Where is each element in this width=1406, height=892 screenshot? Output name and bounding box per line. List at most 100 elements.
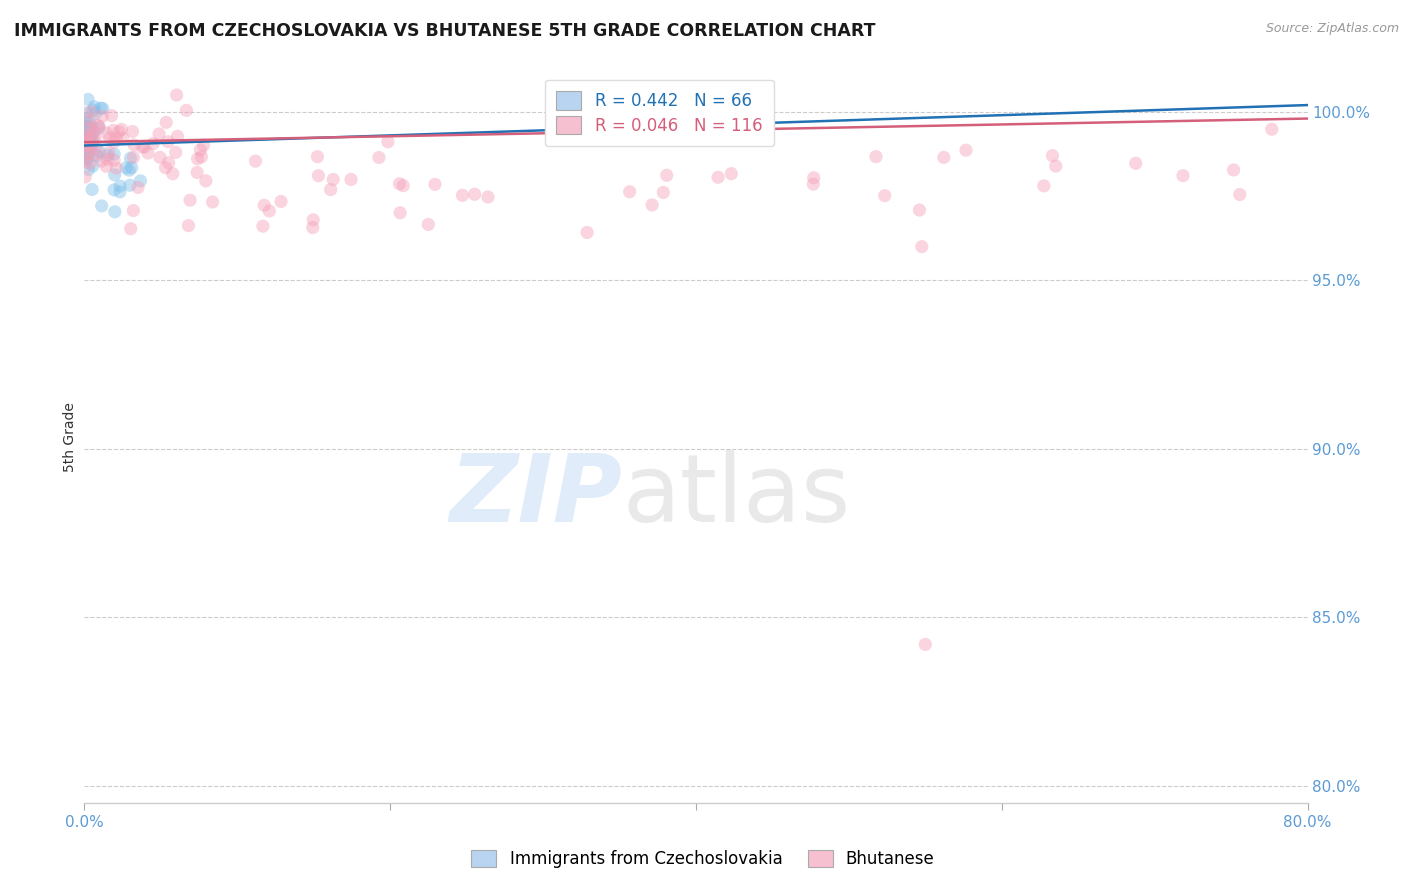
Point	[75, 136, 97, 151]
Point	[84, 147, 107, 161]
Point	[76, 143, 98, 157]
Point	[96, 159, 118, 173]
Point	[149, 150, 172, 164]
Point	[270, 194, 292, 209]
Point	[148, 127, 170, 141]
Point	[177, 219, 200, 233]
Point	[193, 138, 215, 153]
Point	[80, 122, 103, 136]
Point	[803, 170, 825, 185]
Point	[80, 119, 103, 133]
Point	[90, 101, 112, 115]
Point	[157, 135, 180, 149]
Point	[73, 139, 96, 153]
Point	[118, 178, 141, 193]
Point	[576, 226, 599, 240]
Point	[77, 130, 100, 145]
Point	[955, 143, 977, 157]
Point	[129, 174, 152, 188]
Point	[75, 136, 97, 151]
Point	[76, 136, 98, 150]
Point	[108, 179, 131, 194]
Point	[914, 637, 936, 651]
Point	[720, 167, 742, 181]
Point	[75, 119, 97, 133]
Point	[91, 102, 114, 116]
Point	[90, 154, 112, 169]
Point	[76, 130, 98, 145]
Point	[932, 150, 955, 164]
Point	[368, 151, 391, 165]
Point	[155, 161, 177, 175]
Point	[90, 199, 112, 213]
Point	[103, 183, 125, 197]
Point	[77, 133, 100, 147]
Point	[75, 106, 97, 120]
Point	[75, 151, 97, 165]
Point	[82, 135, 104, 149]
Point	[115, 161, 138, 175]
Point	[1229, 187, 1251, 202]
Point	[122, 137, 145, 152]
Point	[451, 188, 474, 202]
Text: atlas: atlas	[623, 450, 851, 541]
Legend: R = 0.442   N = 66, R = 0.046   N = 116: R = 0.442 N = 66, R = 0.046 N = 116	[544, 79, 773, 146]
Point	[1222, 163, 1244, 178]
Point	[87, 145, 110, 159]
Point	[121, 124, 143, 138]
Point	[165, 145, 187, 160]
Point	[190, 143, 212, 157]
Point	[82, 103, 104, 117]
Point	[157, 155, 180, 169]
Point	[477, 190, 499, 204]
Point	[87, 118, 110, 132]
Point	[77, 147, 100, 161]
Point	[73, 128, 96, 142]
Point	[75, 169, 97, 184]
Point	[190, 150, 212, 164]
Point	[120, 151, 142, 165]
Point	[707, 170, 730, 185]
Point	[908, 202, 931, 217]
Point	[80, 141, 103, 155]
Point	[82, 130, 104, 145]
Point	[1125, 156, 1147, 170]
Point	[377, 135, 399, 149]
Point	[91, 109, 114, 123]
Point	[77, 120, 100, 135]
Point	[1171, 169, 1194, 183]
Point	[84, 133, 107, 147]
Point	[77, 121, 100, 136]
Point	[77, 134, 100, 148]
Text: ZIP: ZIP	[450, 450, 623, 541]
Point	[319, 183, 342, 197]
Point	[105, 131, 128, 145]
Point	[80, 182, 103, 196]
Point	[619, 185, 641, 199]
Point	[245, 154, 267, 169]
Point	[307, 150, 329, 164]
Point	[423, 178, 446, 192]
Point	[103, 153, 125, 168]
Point	[75, 124, 97, 138]
Point	[652, 186, 675, 200]
Point	[100, 109, 122, 123]
Point	[86, 149, 108, 163]
Point	[83, 124, 105, 138]
Point	[84, 142, 107, 156]
Point	[873, 188, 896, 202]
Point	[111, 131, 134, 145]
Point	[1032, 178, 1054, 193]
Point	[83, 125, 105, 139]
Point	[155, 115, 177, 129]
Point	[136, 146, 159, 161]
Point	[82, 159, 104, 173]
Point	[104, 204, 127, 219]
Point	[142, 136, 165, 151]
Point	[302, 212, 325, 227]
Y-axis label: 5th Grade: 5th Grade	[63, 402, 77, 472]
Point	[80, 104, 103, 119]
Point	[252, 219, 274, 234]
Point	[865, 150, 887, 164]
Point	[76, 132, 98, 146]
